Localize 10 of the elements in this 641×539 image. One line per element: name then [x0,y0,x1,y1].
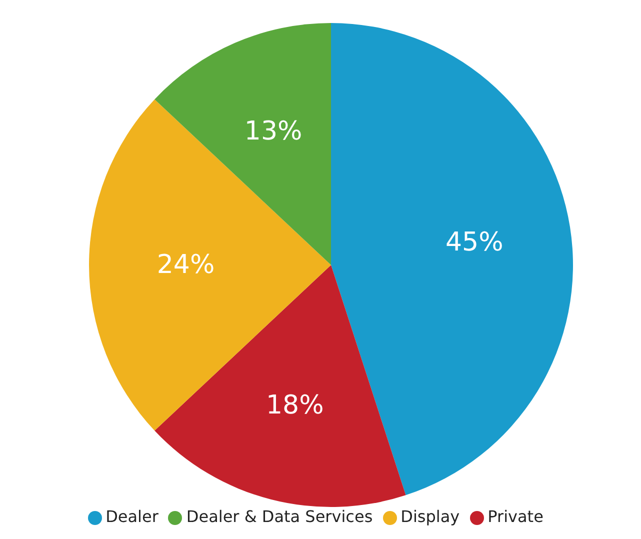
data-label: 18% [266,390,324,421]
data-label: 45% [446,227,504,258]
pie-slice [89,99,331,431]
legend-label: Display [400,507,460,526]
legend-label: Dealer [106,507,158,526]
data-label: 13% [244,116,302,147]
data-label: 24% [156,250,215,280]
legend-label: Dealer & Data Services [186,507,373,526]
legend-label: Private [488,507,544,526]
pie-slice [331,23,573,496]
